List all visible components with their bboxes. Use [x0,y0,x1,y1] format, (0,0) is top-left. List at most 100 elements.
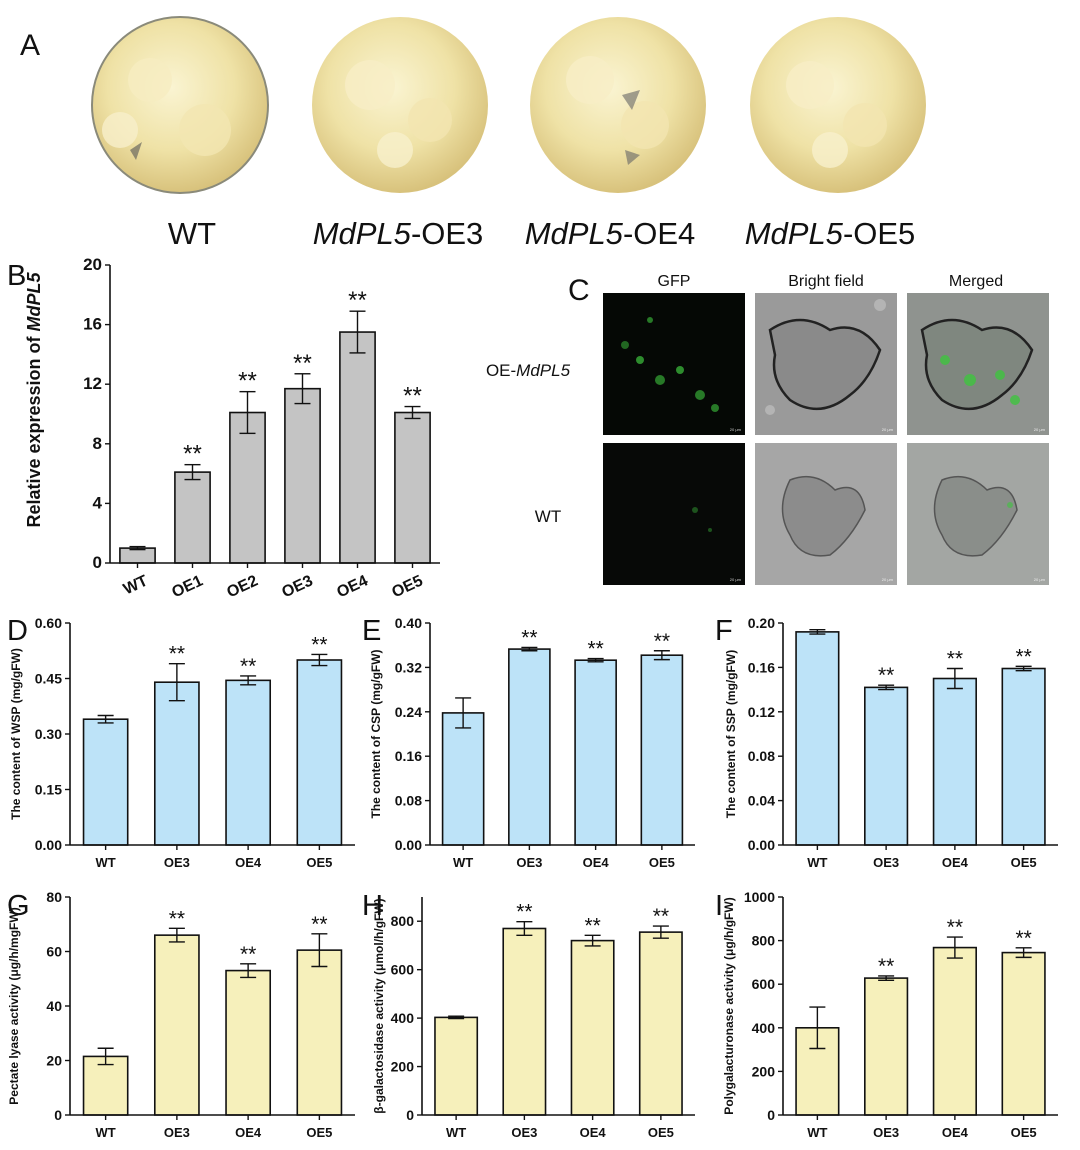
y-tick-label: 0 [406,1107,414,1123]
bar-e-wt [441,712,485,846]
significance-marker: ** [587,638,603,661]
significance-marker: ** [238,368,257,395]
x-tick-label: WT [453,855,473,870]
bar-g-oe3 [153,934,200,1116]
bar-f-oe3 [864,686,909,846]
bar-d-oe3 [153,681,200,846]
callus-label-wt: WT [168,216,216,251]
scale-bar-label: 20 μm [882,427,894,432]
x-tick-label: OE4 [580,1125,607,1140]
callus-photo-wt [91,16,269,194]
bar-f-oe4 [932,677,977,846]
y-tick-label: 0.24 [395,704,422,720]
bar-e-oe3 [508,648,551,846]
panel-c: C GFP Bright field Merged OE-MdPL5 WT 20… [486,273,1049,585]
x-tick-label: WT [96,1125,116,1140]
significance-marker: ** [348,287,367,314]
significance-marker: ** [183,441,202,468]
bar-e-oe5 [640,654,684,846]
micrograph-merged-wt: 20 μm [907,443,1049,585]
y-tick-label: 0.45 [35,671,62,687]
significance-marker: ** [878,664,894,687]
y-axis-label: The content of WSP (mg/gFW) [9,648,23,820]
bar-h-wt [434,1016,479,1116]
y-tick-label: 200 [752,1063,776,1079]
y-tick-label: 0.32 [395,659,422,675]
y-tick-label: 0.15 [35,782,62,798]
y-axis-label: Polygalacturonase activity (μg/h/gFW) [722,897,736,1114]
bar-d-oe4 [225,679,272,846]
x-tick-label: WT [446,1125,466,1140]
x-tick-label: OE5 [306,855,332,870]
bar-b-oe1 [174,471,211,564]
x-tick-label: OE5 [306,1125,332,1140]
y-tick-label: 0.04 [748,793,775,809]
x-tick-label: OE4 [942,1125,969,1140]
chart-panel-h: H WT ** OE3 ** OE4 ** OE5 0 200 400 600 800 β-galacto… [362,890,695,1140]
y-tick-label: 1000 [744,889,775,905]
micrograph-bright-oe: 20 μm [755,293,897,435]
y-tick-label: 0.00 [395,837,422,853]
significance-marker: ** [584,914,600,937]
y-tick-label: 0.16 [748,659,775,675]
chart-panel-e: E WT ** OE3 ** OE4 ** OE5 0.00 0.08 0.16 0.24 0.32 0.… [362,615,695,870]
y-tick-label: 8 [93,434,102,453]
x-tick-label: OE3 [279,572,315,601]
bar-b-wt [119,547,156,564]
callus-label-oe3: MdPL5-OE3 [313,216,484,251]
x-tick-label: OE5 [648,1125,674,1140]
chart-panel-f: F WT ** OE3 ** OE4 ** OE5 0.00 0.04 0.08 0.12 0.16 0.… [715,615,1058,870]
y-tick-label: 0.40 [395,615,422,631]
y-tick-label: 40 [46,998,62,1014]
significance-marker: ** [878,955,894,978]
y-axis-label: The content of CSP (mg/gFW) [369,649,383,818]
row-label-oe: OE-MdPL5 [486,361,571,380]
micrograph-gfp-wt: 20 μm [603,443,745,585]
micrograph-bright-wt: 20 μm [755,443,897,585]
x-tick-label: OE2 [224,572,260,601]
significance-marker: ** [403,383,422,410]
y-tick-label: 0 [54,1107,62,1123]
callus-photo-oe4 [530,17,706,193]
significance-marker: ** [1015,645,1031,668]
x-tick-label: OE3 [516,855,542,870]
panel-letter-g: G [7,890,30,922]
y-tick-label: 80 [46,889,62,905]
significance-marker: ** [947,916,963,939]
y-tick-label: 600 [391,962,415,978]
y-tick-label: 0.08 [395,793,422,809]
significance-marker: ** [1015,927,1031,950]
y-tick-label: 12 [83,374,102,393]
significance-marker: ** [169,643,185,666]
bar-g-oe5 [296,949,343,1116]
y-tick-label: 0.08 [748,748,775,764]
y-tick-label: 0.00 [748,837,775,853]
panel-letter-h: H [362,890,383,922]
bar-g-oe4 [225,969,272,1116]
y-axis-label: Pectate lyase activity (μg/h/mgFW) [7,907,21,1104]
bar-d-oe5 [296,659,343,846]
x-tick-label: OE1 [169,572,205,601]
bar-b-oe2 [229,411,266,564]
x-tick-label: OE3 [164,855,190,870]
x-tick-label: WT [807,1125,827,1140]
y-tick-label: 200 [391,1059,415,1075]
x-tick-label: OE5 [1011,1125,1037,1140]
y-tick-label: 0.16 [395,748,422,764]
x-tick-label: OE4 [942,855,969,870]
bar-i-oe4 [932,946,977,1116]
callus-label-oe4: MdPL5-OE4 [525,216,696,251]
bar-e-oe4 [574,659,617,846]
scale-bar-label: 20 μm [730,577,742,582]
column-label-bright-field: Bright field [788,273,864,290]
y-tick-label: 400 [391,1010,415,1026]
column-label-merged: Merged [949,273,1003,290]
panel-letter-e: E [362,615,381,647]
panel-letter-i: I [715,890,723,922]
chart-panel-g: G WT ** OE3 ** OE4 ** OE5 0 20 40 60 80 Pectate lyase… [7,889,355,1140]
panel-letter-d: D [7,615,28,647]
bar-i-oe3 [864,977,909,1116]
significance-marker: ** [516,901,532,924]
y-tick-label: 20 [46,1053,62,1069]
significance-marker: ** [311,913,327,936]
